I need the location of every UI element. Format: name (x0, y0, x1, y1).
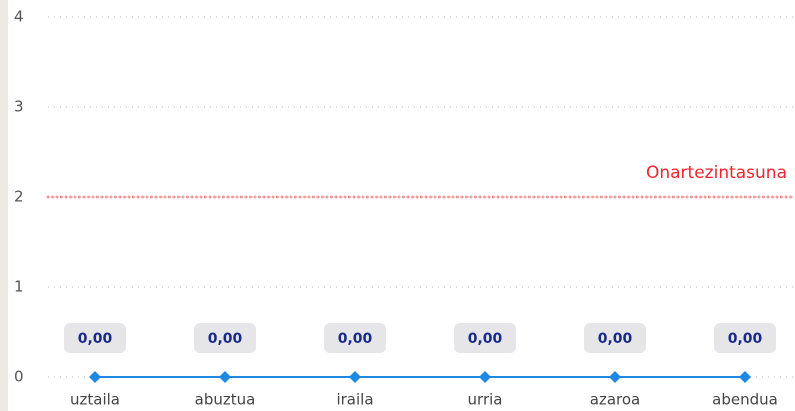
data-label: 0,00 (208, 331, 243, 347)
x-tick-label: azaroa (590, 391, 640, 409)
point (739, 371, 751, 383)
x-tick-label: iraila (336, 391, 373, 409)
data-label: 0,00 (468, 331, 503, 347)
y-tick-label: 2 (14, 188, 24, 206)
threshold-label: Onartezintasuna (646, 163, 787, 183)
data-label: 0,00 (338, 331, 373, 347)
data-label: 0,00 (598, 331, 633, 347)
x-tick-label: uztaila (70, 391, 120, 409)
data-label: 0,00 (78, 331, 113, 347)
x-tick-label: abendua (712, 391, 778, 409)
data-label-box (194, 323, 256, 353)
point (89, 371, 101, 383)
point (479, 371, 491, 383)
data-label: 0,00 (728, 331, 763, 347)
x-tick-label: urria (468, 391, 503, 409)
x-tick-label: abuztua (195, 391, 256, 409)
data-label-box (64, 323, 126, 353)
point (349, 371, 361, 383)
side-strip (0, 0, 8, 411)
data-label-box (324, 323, 386, 353)
y-tick-label: 3 (14, 98, 24, 116)
point (219, 371, 231, 383)
data-label-box (714, 323, 776, 353)
data-label-box (454, 323, 516, 353)
y-tick-label: 1 (14, 278, 24, 296)
data-label-box (584, 323, 646, 353)
y-tick-label: 0 (14, 368, 24, 386)
y-tick-label: 4 (14, 8, 24, 26)
point (609, 371, 621, 383)
